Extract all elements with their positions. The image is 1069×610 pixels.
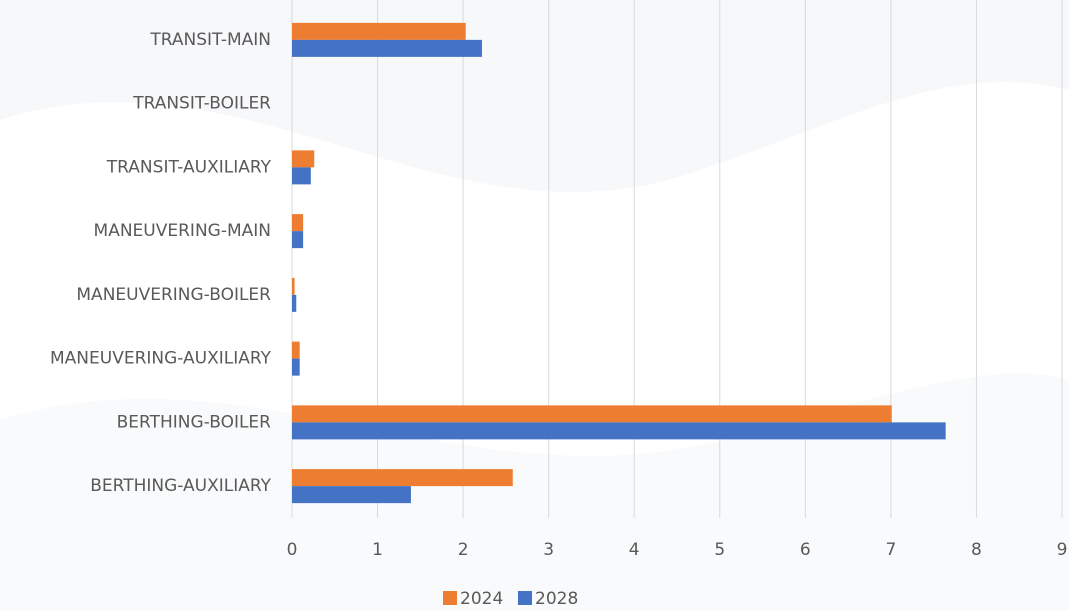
x-tick-label: 5 [714, 540, 725, 560]
x-tick-label: 6 [800, 540, 811, 560]
legend-label: 2024 [460, 589, 503, 609]
bar [292, 405, 892, 423]
bar [292, 358, 300, 376]
y-tick-label: BERTHING-AUXILIARY [90, 476, 271, 496]
bar [292, 486, 411, 504]
y-tick-label: TRANSIT-MAIN [149, 30, 271, 50]
bar [292, 167, 311, 185]
bar [292, 22, 466, 40]
bar [292, 277, 295, 295]
y-tick-label: BERTHING-BOILER [117, 412, 272, 432]
bar [292, 231, 304, 249]
y-tick-label: TRANSIT-BOILER [132, 94, 271, 114]
legend-swatch [443, 591, 457, 605]
x-tick-label: 4 [629, 540, 640, 560]
bar [292, 214, 304, 232]
x-tick-label: 2 [458, 540, 469, 560]
x-tick-label: 0 [287, 540, 298, 560]
background-wave [0, 0, 1069, 193]
x-tick-label: 9 [1057, 540, 1068, 560]
y-tick-label: MANEUVERING-AUXILIARY [50, 349, 272, 369]
x-tick-label: 7 [885, 540, 896, 560]
y-tick-label: TRANSIT-AUXILIARY [106, 157, 272, 177]
bar [292, 150, 315, 168]
legend-swatch [518, 591, 532, 605]
y-tick-label: MANEUVERING-BOILER [76, 285, 271, 305]
bar [292, 469, 513, 487]
bar [292, 341, 300, 359]
x-tick-label: 8 [971, 540, 982, 560]
legend-label: 2028 [535, 589, 578, 609]
bar [292, 422, 946, 440]
x-tick-label: 1 [372, 540, 383, 560]
bar [292, 294, 297, 312]
y-tick-label: MANEUVERING-MAIN [94, 221, 271, 241]
x-tick-label: 3 [543, 540, 554, 560]
bar [292, 39, 482, 57]
